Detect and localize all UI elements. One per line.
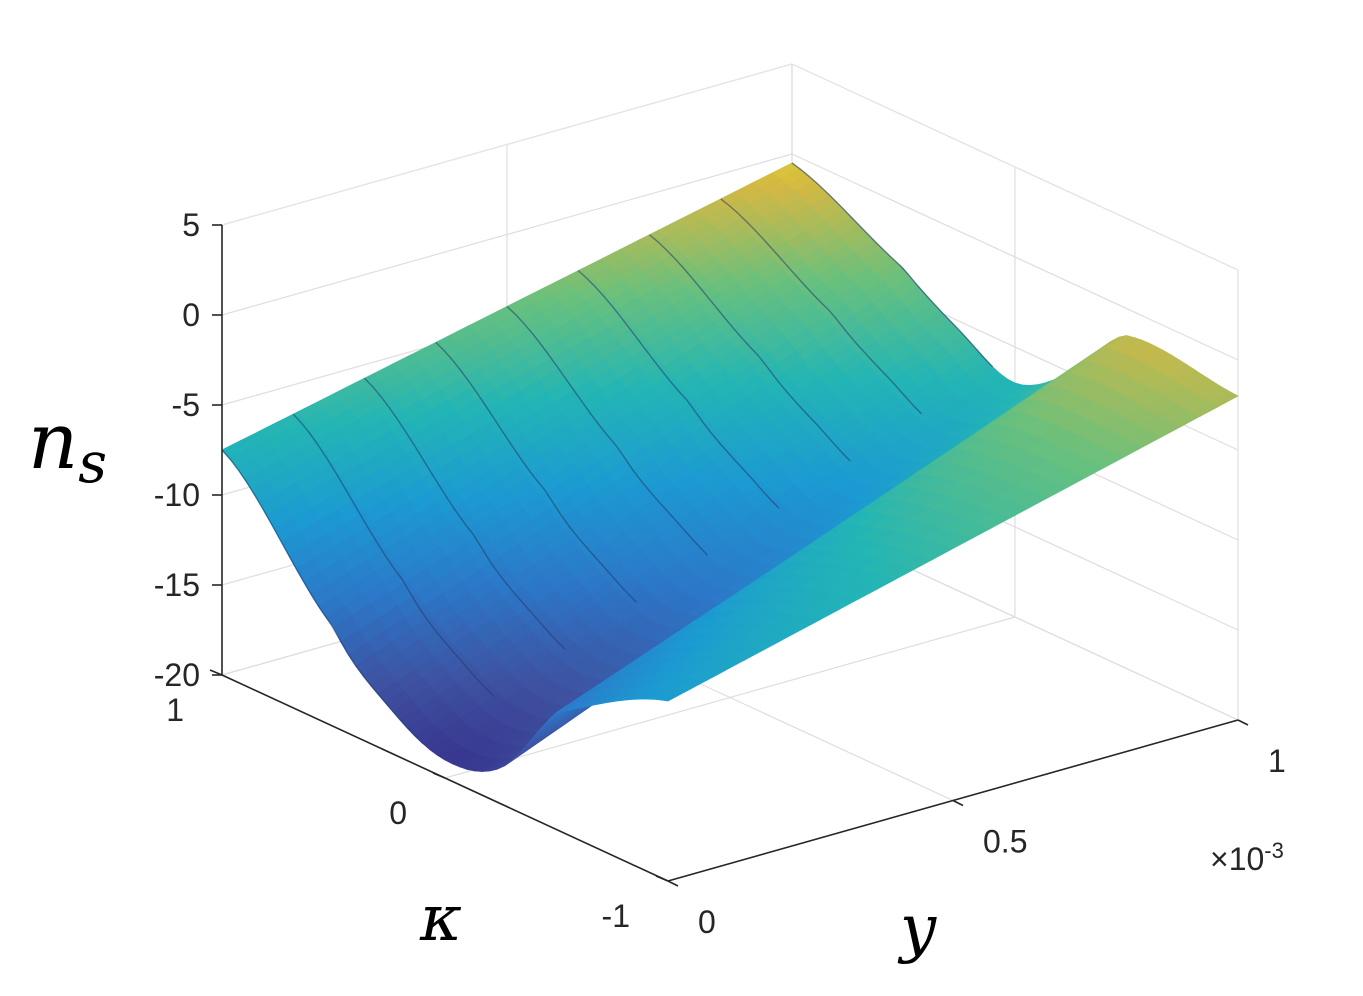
kappa-tick-labels: -1 0 1 [166,669,669,934]
z-tick-label: -15 [154,567,200,603]
surface-mesh-line [292,413,495,697]
y-tick-label: 0.5 [983,824,1027,860]
y-axis-label: y [897,892,937,966]
surface-patch [1210,391,1239,407]
y-tick-label: 1 [1268,743,1286,779]
kappa-tick-label: -1 [602,898,630,934]
kappa-axis-label: κ [419,882,462,956]
z-tick-label: -10 [154,477,200,513]
z-tick-labels: 5 0 -5 -10 -15 -20 [154,207,222,693]
z-axis-label: ns [28,397,107,496]
y-tick-label: 0 [698,904,716,940]
x-exponent-label: ×10-3 [1210,838,1284,877]
surface-mesh-line [506,305,709,556]
surface-mesh-line [791,162,994,368]
z-tick-label: 5 [182,207,200,243]
surface-mesh-line [720,198,923,415]
surface-mesh-line [363,377,566,650]
surface-mesh-line [649,234,851,462]
kappa-tick-label: 0 [389,795,407,831]
kappa-tick-label: 1 [166,692,184,728]
surface-mesh-line [577,270,780,509]
z-tick-label: -20 [154,657,200,693]
surface-mesh-line [435,341,637,603]
surface-mesh-line [221,449,424,744]
z-tick-label: 0 [182,297,200,333]
z-tick-label: -5 [172,387,200,423]
y-tick-labels: 00.51 [667,719,1286,940]
surface-plot [221,162,1239,772]
